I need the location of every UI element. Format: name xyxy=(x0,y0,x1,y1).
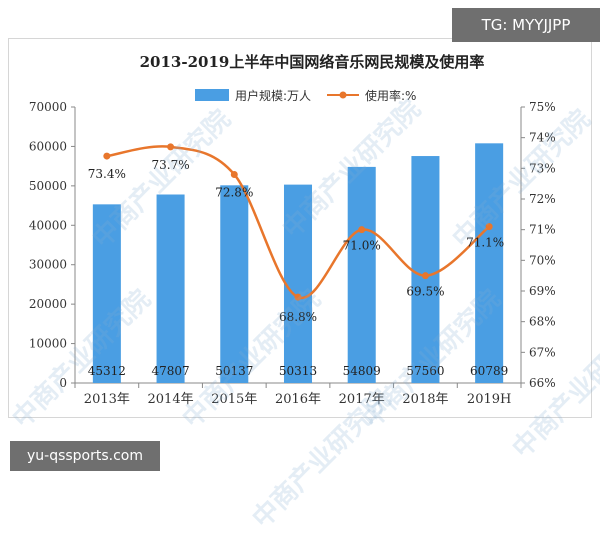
right-tick-label: 66% xyxy=(529,376,556,390)
line-value-label: 71.1% xyxy=(466,236,504,250)
bar xyxy=(411,156,440,383)
line-point xyxy=(421,272,429,280)
left-tick-label: 50000 xyxy=(29,179,67,193)
left-tick-label: 60000 xyxy=(29,139,67,153)
right-tick-label: 67% xyxy=(529,345,556,359)
right-tick-label: 69% xyxy=(529,284,556,298)
chart-title: 2013-2019上半年中国网络音乐网民规模及使用率 xyxy=(140,53,485,71)
right-tick-label: 71% xyxy=(529,223,556,237)
bar-value-label: 50313 xyxy=(279,364,317,378)
x-tick-label: 2015年 xyxy=(211,392,257,407)
right-tick-label: 74% xyxy=(529,131,556,145)
left-tick-label: 40000 xyxy=(29,218,67,232)
x-tick-label: 2019H xyxy=(467,392,511,407)
left-tick-label: 30000 xyxy=(29,258,67,272)
bar-value-label: 47807 xyxy=(151,364,189,378)
bar-value-label: 60789 xyxy=(470,364,508,378)
line-value-label: 68.8% xyxy=(279,310,317,324)
line-value-label: 69.5% xyxy=(406,285,444,299)
x-tick-label: 2018年 xyxy=(402,392,448,407)
x-tick-label: 2013年 xyxy=(84,392,130,407)
bar xyxy=(92,204,121,383)
right-tick-label: 73% xyxy=(529,161,556,175)
top-tag: TG: MYYJJPP xyxy=(452,8,600,42)
right-tick-label: 75% xyxy=(529,100,556,114)
bar-value-label: 54809 xyxy=(343,364,381,378)
bar xyxy=(283,184,313,383)
bar-value-label: 50137 xyxy=(215,364,253,378)
left-tick-label: 0 xyxy=(59,376,67,390)
line-point xyxy=(167,143,175,151)
line-value-label: 73.7% xyxy=(152,158,190,172)
legend-bar-label: 用户规模:万人 xyxy=(235,88,311,103)
line-point xyxy=(485,223,493,231)
x-tick-label: 2017年 xyxy=(339,392,385,407)
legend-line-label: 使用率:% xyxy=(365,88,416,103)
line-point xyxy=(103,152,111,160)
bar xyxy=(220,185,249,383)
line-value-label: 73.4% xyxy=(88,167,126,181)
bar xyxy=(156,194,185,383)
left-tick-label: 20000 xyxy=(29,297,67,311)
right-tick-label: 68% xyxy=(529,315,556,329)
bar xyxy=(475,143,504,383)
left-tick-label: 10000 xyxy=(29,337,67,351)
x-tick-label: 2016年 xyxy=(275,392,321,407)
line-point xyxy=(294,293,302,301)
legend-bar-swatch xyxy=(195,89,229,101)
left-tick-label: 70000 xyxy=(29,100,67,114)
right-tick-label: 70% xyxy=(529,253,556,267)
right-tick-label: 72% xyxy=(529,192,556,206)
line-point xyxy=(358,226,366,234)
bar xyxy=(347,166,376,383)
legend-line-marker xyxy=(339,91,347,99)
line-point xyxy=(230,170,238,178)
line-value-label: 72.8% xyxy=(215,185,253,199)
chart-frame: 2013-2019上半年中国网络音乐网民规模及使用率用户规模:万人 使用率:% 0 1… xyxy=(7,38,600,534)
line-value-label: 71.0% xyxy=(343,239,381,253)
x-tick-label: 2014年 xyxy=(148,392,194,407)
bottom-tag: yu-qssports.com xyxy=(10,441,160,471)
bar-value-label: 57560 xyxy=(406,364,444,378)
bar-value-label: 45312 xyxy=(88,364,126,378)
